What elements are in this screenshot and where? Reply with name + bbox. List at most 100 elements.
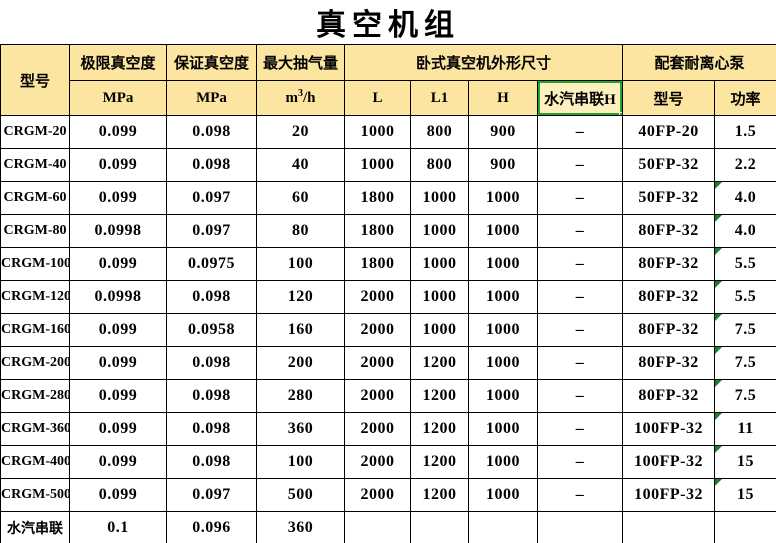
cell-value[interactable] (344, 511, 411, 543)
cell-value[interactable]: 0.1 (69, 511, 167, 543)
cell-value[interactable]: 360 (256, 511, 345, 543)
header-unit-mpa-ultimate[interactable]: MPa (69, 80, 167, 116)
cell-value[interactable]: 100 (256, 445, 345, 479)
header-dim-l[interactable]: L (344, 80, 411, 116)
cell-model[interactable]: CRGM-400 (0, 445, 70, 479)
header-group-pump[interactable]: 配套耐离心泵 (622, 44, 776, 81)
cell-value[interactable]: 15 (714, 445, 776, 479)
cell-model[interactable]: CRGM-100 (0, 247, 70, 281)
cell-value[interactable]: – (536, 478, 624, 512)
cell-value[interactable]: 0.0958 (166, 313, 257, 347)
cell-value[interactable]: 60 (256, 181, 345, 215)
header-unit-capacity[interactable]: m3/h (256, 80, 345, 116)
cell-value[interactable]: 360 (256, 412, 345, 446)
cell-value[interactable]: – (536, 313, 624, 347)
cell-value[interactable] (536, 511, 624, 543)
cell-value[interactable]: – (536, 148, 624, 182)
cell-value[interactable]: 1000 (410, 313, 469, 347)
cell-value[interactable]: 1000 (468, 445, 538, 479)
cell-value[interactable]: 0.099 (69, 181, 167, 215)
header-dim-l1[interactable]: L1 (410, 80, 469, 116)
cell-value[interactable]: 0.099 (69, 148, 167, 182)
cell-value[interactable]: 0.099 (69, 379, 167, 413)
header-dim-h[interactable]: H (468, 80, 538, 116)
cell-value[interactable]: 0.097 (166, 181, 257, 215)
cell-model[interactable]: CRGM-200 (0, 346, 70, 380)
cell-value[interactable]: 80FP-32 (622, 247, 716, 281)
cell-value[interactable]: 11 (714, 412, 776, 446)
cell-value[interactable]: 1000 (468, 280, 538, 314)
cell-value[interactable]: 1200 (410, 478, 469, 512)
cell-value[interactable]: 80FP-32 (622, 280, 716, 314)
cell-model[interactable]: CRGM-120 (0, 280, 70, 314)
header-guaranteed-vacuum[interactable]: 保证真空度 (166, 44, 257, 81)
cell-value[interactable]: 2000 (344, 445, 411, 479)
cell-value[interactable]: 80FP-32 (622, 313, 716, 347)
cell-model[interactable]: CRGM-20 (0, 115, 70, 149)
cell-value[interactable]: 1000 (468, 313, 538, 347)
cell-value[interactable]: 4.0 (714, 181, 776, 215)
cell-value[interactable]: 100FP-32 (622, 478, 716, 512)
cell-value[interactable]: 0.0998 (69, 280, 167, 314)
cell-value[interactable]: 900 (468, 115, 538, 149)
cell-value[interactable]: 5.5 (714, 280, 776, 314)
header-unit-mpa-guaranteed[interactable]: MPa (166, 80, 257, 116)
header-max-capacity[interactable]: 最大抽气量 (256, 44, 345, 81)
cell-value[interactable]: 40 (256, 148, 345, 182)
cell-model[interactable]: CRGM-360 (0, 412, 70, 446)
cell-value[interactable]: 2.2 (714, 148, 776, 182)
cell-value[interactable]: – (536, 214, 624, 248)
cell-value[interactable]: 0.098 (166, 115, 257, 149)
cell-value[interactable]: 0.097 (166, 214, 257, 248)
cell-value[interactable]: 0.099 (69, 247, 167, 281)
cell-value[interactable]: 2000 (344, 379, 411, 413)
cell-model[interactable]: CRGM-60 (0, 181, 70, 215)
cell-value[interactable]: 1800 (344, 247, 411, 281)
cell-value[interactable]: 100 (256, 247, 345, 281)
cell-model[interactable]: CRGM-80 (0, 214, 70, 248)
cell-value[interactable]: 1000 (410, 181, 469, 215)
header-model[interactable]: 型号 (0, 44, 70, 116)
cell-value[interactable]: 1000 (344, 148, 411, 182)
cell-value[interactable]: 0.099 (69, 478, 167, 512)
cell-value[interactable]: – (536, 412, 624, 446)
cell-value[interactable]: 0.099 (69, 115, 167, 149)
cell-value[interactable]: 0.098 (166, 280, 257, 314)
cell-value[interactable]: – (536, 280, 624, 314)
cell-value[interactable]: 7.5 (714, 313, 776, 347)
cell-model[interactable]: CRGM-280 (0, 379, 70, 413)
cell-value[interactable]: 100FP-32 (622, 445, 716, 479)
cell-value[interactable]: 120 (256, 280, 345, 314)
cell-value[interactable]: 80 (256, 214, 345, 248)
cell-value[interactable]: 2000 (344, 346, 411, 380)
header-group-dimensions[interactable]: 卧式真空机外形尺寸 (343, 44, 624, 81)
cell-model[interactable]: CRGM-40 (0, 148, 70, 182)
cell-value[interactable]: 900 (468, 148, 538, 182)
cell-value[interactable]: 1200 (410, 346, 469, 380)
cell-value[interactable]: – (536, 115, 624, 149)
cell-value[interactable] (714, 511, 776, 543)
cell-value[interactable]: 1000 (410, 247, 469, 281)
cell-value[interactable]: 2000 (344, 478, 411, 512)
cell-value[interactable]: 0.099 (69, 445, 167, 479)
cell-value[interactable]: – (536, 247, 624, 281)
cell-value[interactable]: 500 (256, 478, 345, 512)
cell-value[interactable]: 1000 (468, 181, 538, 215)
cell-value[interactable]: 4.0 (714, 214, 776, 248)
cell-value[interactable]: 280 (256, 379, 345, 413)
cell-value[interactable]: 0.097 (166, 478, 257, 512)
cell-value[interactable]: – (536, 346, 624, 380)
cell-value[interactable]: 1000 (344, 115, 411, 149)
cell-value[interactable]: 7.5 (714, 346, 776, 380)
cell-value[interactable]: 800 (410, 115, 469, 149)
cell-value[interactable]: – (536, 181, 624, 215)
cell-value[interactable]: 50FP-32 (622, 181, 716, 215)
header-pump-model[interactable]: 型号 (622, 80, 716, 116)
cell-value[interactable]: 2000 (344, 280, 411, 314)
cell-value[interactable]: 1.5 (714, 115, 776, 149)
cell-value[interactable]: 0.098 (166, 148, 257, 182)
header-pump-power[interactable]: 功率 (714, 80, 776, 116)
cell-value[interactable]: 0.099 (69, 346, 167, 380)
cell-value[interactable]: 1000 (468, 247, 538, 281)
cell-value[interactable]: 1000 (468, 478, 538, 512)
